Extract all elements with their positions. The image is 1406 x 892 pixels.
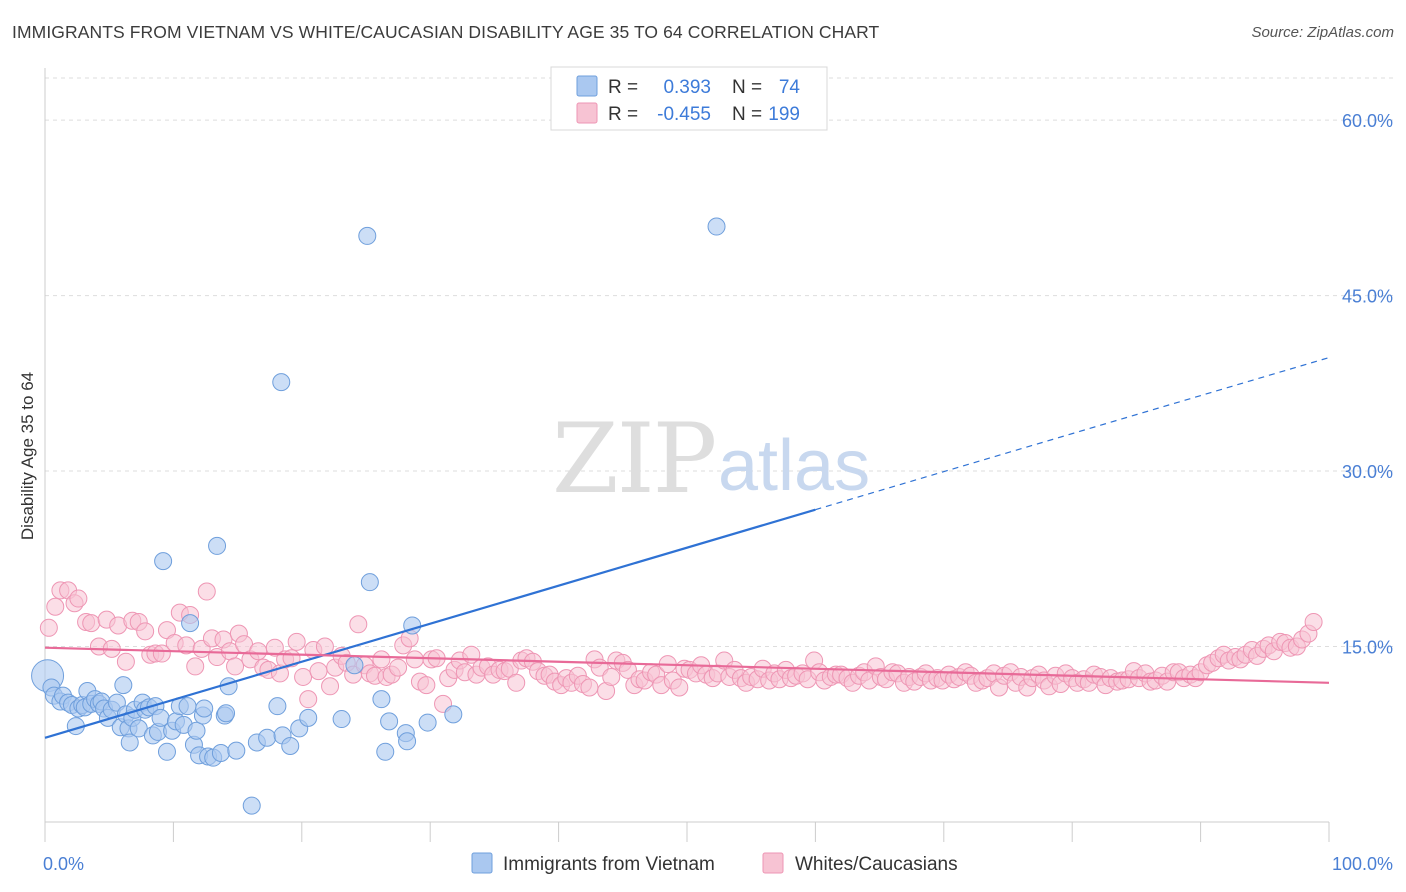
data-point-white-caucasian <box>249 642 268 661</box>
bottom-legend: Immigrants from Vietnam Whites/Caucasian… <box>471 852 958 875</box>
data-point-vietnam <box>358 226 377 245</box>
x-tick-label: 100.0% <box>1332 854 1393 874</box>
trend-line-vietnam <box>44 508 816 739</box>
bottom-legend-label-blue: Immigrants from Vietnam <box>503 854 715 875</box>
data-point-vietnam <box>217 704 236 723</box>
data-point-white-caucasian <box>82 614 101 633</box>
data-point-vietnam <box>360 573 379 592</box>
data-point-white-caucasian <box>116 652 135 671</box>
watermark: ZIP atlas <box>552 403 870 515</box>
bottom-legend-swatch-pink <box>762 852 784 874</box>
data-point-vietnam <box>211 743 230 762</box>
legend-n-value-blue: 74 <box>779 77 801 98</box>
data-point-vietnam <box>380 712 399 731</box>
bottom-legend-label-pink: Whites/Caucasians <box>795 854 958 875</box>
data-point-white-caucasian <box>197 582 216 601</box>
data-point-vietnam <box>114 676 133 695</box>
data-point-vietnam <box>444 705 463 724</box>
y-tick-label: 15.0% <box>1342 638 1393 658</box>
data-point-white-caucasian <box>309 662 328 681</box>
data-point-white-caucasian <box>294 667 313 686</box>
legend-r-value-blue: 0.393 <box>663 77 711 98</box>
data-point-white-caucasian <box>265 638 284 657</box>
legend-n-label-pink: N = <box>732 104 762 125</box>
legend-r-label-blue: R = <box>608 77 638 98</box>
data-point-vietnam <box>181 614 200 633</box>
data-point-vietnam <box>281 736 300 755</box>
blue-series-points <box>31 217 726 815</box>
data-point-white-caucasian <box>136 622 155 641</box>
y-tick-labels: 15.0% 30.0% 45.0% 60.0% <box>1342 111 1393 657</box>
data-point-white-caucasian <box>152 644 171 663</box>
data-point-vietnam <box>187 721 206 740</box>
data-point-white-caucasian <box>186 657 205 676</box>
data-point-vietnam <box>332 710 351 729</box>
chart-source: Source: ZipAtlas.com <box>1251 24 1394 41</box>
data-point-vietnam <box>299 708 318 727</box>
data-point-white-caucasian <box>417 676 436 695</box>
legend-swatch-blue <box>576 75 598 97</box>
x-tick-labels: 0.0% 100.0% <box>43 854 1393 874</box>
trend-lines <box>44 356 1330 739</box>
gridlines <box>45 77 1395 648</box>
axes <box>44 68 1330 842</box>
y-tick-label: 45.0% <box>1342 287 1393 307</box>
data-point-vietnam <box>376 742 395 761</box>
data-point-white-caucasian <box>670 678 689 697</box>
bottom-legend-swatch-blue <box>471 852 493 874</box>
data-point-white-caucasian <box>372 650 391 669</box>
x-tick-label: 0.0% <box>43 854 84 874</box>
y-tick-label: 60.0% <box>1342 111 1393 131</box>
data-point-vietnam <box>157 742 176 761</box>
data-point-vietnam <box>372 690 391 709</box>
data-point-white-caucasian <box>321 677 340 696</box>
data-point-white-caucasian <box>580 678 599 697</box>
y-tick-label: 30.0% <box>1342 462 1393 482</box>
legend-r-label-pink: R = <box>608 104 638 125</box>
data-point-vietnam <box>178 697 197 716</box>
trend-line-vietnam-extrapolated <box>815 356 1330 511</box>
data-point-white-caucasian <box>405 650 424 669</box>
chart-title: IMMIGRANTS FROM VIETNAM VS WHITE/CAUCASI… <box>12 22 880 42</box>
data-point-vietnam <box>272 373 291 392</box>
data-point-vietnam <box>227 741 246 760</box>
data-point-white-caucasian <box>69 589 88 608</box>
data-point-vietnam <box>707 217 726 236</box>
watermark-zip: ZIP <box>552 403 715 515</box>
data-point-white-caucasian <box>349 615 368 634</box>
y-axis-label: Disability Age 35 to 64 <box>18 372 37 540</box>
data-point-vietnam <box>208 536 227 555</box>
watermark-atlas: atlas <box>718 426 870 506</box>
legend-swatch-pink <box>576 102 598 124</box>
data-point-white-caucasian <box>39 618 58 637</box>
data-point-white-caucasian <box>602 667 621 686</box>
legend-n-label-blue: N = <box>732 77 762 98</box>
data-point-vietnam <box>345 656 364 675</box>
data-point-vietnam <box>268 697 287 716</box>
data-point-vietnam <box>120 733 139 752</box>
data-point-white-caucasian <box>1304 612 1323 631</box>
data-point-vietnam <box>418 713 437 732</box>
legend-n-value-pink: 199 <box>768 104 800 125</box>
data-point-vietnam <box>242 796 261 815</box>
data-point-white-caucasian <box>287 632 306 651</box>
data-point-white-caucasian <box>46 597 65 616</box>
data-point-vietnam <box>398 732 417 751</box>
data-point-vietnam <box>195 699 214 718</box>
data-point-white-caucasian <box>389 658 408 677</box>
data-point-vietnam <box>154 552 173 571</box>
trend-line-white-caucasian <box>44 646 1330 684</box>
legend: R = 0.393 N = 74 R = -0.455 N = 199 <box>550 66 828 131</box>
pink-series-points <box>39 581 1323 713</box>
legend-r-value-pink: -0.455 <box>657 104 711 125</box>
data-point-vietnam <box>258 728 277 747</box>
data-point-white-caucasian <box>299 690 318 709</box>
data-point-white-caucasian <box>226 657 245 676</box>
data-point-white-caucasian <box>507 673 526 692</box>
